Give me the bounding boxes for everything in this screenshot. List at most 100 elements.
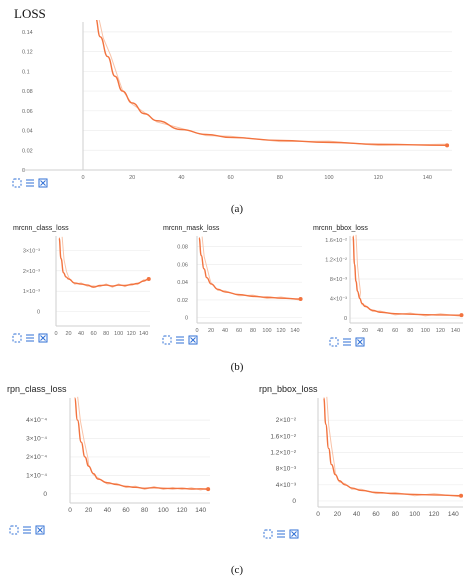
expand-icon[interactable] <box>263 529 273 539</box>
x-tick-label: 40 <box>104 507 112 514</box>
x-tick-label: 120 <box>127 331 136 337</box>
list-icon[interactable] <box>343 338 351 346</box>
x-tick-label: 20 <box>65 331 71 337</box>
y-tick-label: 0.08 <box>22 89 33 95</box>
chart-mrcnn-bbox-loss: mrcnn_bbox_loss 0 4×10⁻³ 8×10⁻³ 1.2×10⁻² 1.6×… <box>313 225 464 334</box>
y-tick-label: 0 <box>37 310 40 316</box>
x-tick-label: 0 <box>68 507 72 514</box>
chart-rpn-bbox-loss: rpn_bbox_loss 0 4×10⁻³ 8×10⁻³ 1.2×10⁻² 1.6×10… <box>259 384 464 518</box>
y-tick-label: 0.06 <box>22 109 33 115</box>
fit-icon[interactable] <box>38 178 48 188</box>
panel-label-b: (b) <box>231 361 244 373</box>
expand-icon[interactable] <box>12 333 22 343</box>
y-tick-label: 8×10⁻³ <box>330 277 347 283</box>
y-tick-label: 1×10⁻³ <box>23 289 40 295</box>
y-tick-label: 0 <box>292 498 296 505</box>
expand-icon[interactable] <box>329 337 339 347</box>
list-icon[interactable] <box>23 526 31 534</box>
expand-icon[interactable] <box>12 178 22 188</box>
x-tick-label: 60 <box>372 511 380 518</box>
series-raw-line <box>77 396 209 491</box>
series-end-point[interactable] <box>298 297 303 302</box>
series-line <box>95 20 448 147</box>
x-tick-label: 140 <box>290 328 299 334</box>
chart-mrcnn-class-loss: mrcnn_class_loss 0 1×10⁻³ 2×10⁻³ 3×10⁻³ 0 20 40… <box>13 225 151 337</box>
y-tick-label: 4×10⁻³ <box>330 297 347 303</box>
fit-icon[interactable] <box>289 529 299 539</box>
rpn-bbox-loss-toolbar <box>263 529 299 539</box>
x-tick-label: 120 <box>429 511 440 518</box>
x-tick-label: 0 <box>195 328 198 334</box>
chart-title: LOSS <box>14 6 46 21</box>
list-icon[interactable] <box>26 334 34 342</box>
x-tick-label: 80 <box>141 507 149 514</box>
x-tick-label: 100 <box>421 328 430 334</box>
series-end-point[interactable] <box>459 313 464 318</box>
fit-icon[interactable] <box>188 335 198 345</box>
list-icon[interactable] <box>26 179 34 187</box>
y-tick-label: 0.04 <box>22 129 33 135</box>
mrcnn-mask-loss-toolbar <box>162 335 198 345</box>
expand-icon[interactable] <box>9 525 19 535</box>
y-tick-label: 0.1 <box>22 69 30 75</box>
x-tick-label: 140 <box>448 511 459 518</box>
y-tick-label: 1.2×10⁻² <box>325 257 347 263</box>
x-tick-label: 0 <box>81 175 84 181</box>
series-raw-line <box>98 20 448 147</box>
x-tick-label: 60 <box>122 507 130 514</box>
x-tick-label: 40 <box>377 328 383 334</box>
x-tick-label: 20 <box>362 328 368 334</box>
y-tick-label: 0.08 <box>177 245 188 251</box>
y-tick-label: 2×10⁻² <box>276 417 297 424</box>
x-tick-label: 140 <box>139 331 148 337</box>
x-tick-label: 140 <box>195 507 206 514</box>
series-end-point[interactable] <box>459 493 464 498</box>
x-tick-label: 120 <box>177 507 188 514</box>
x-tick-label: 100 <box>409 511 420 518</box>
x-tick-label: 100 <box>158 507 169 514</box>
y-tick-label: 8×10⁻³ <box>276 466 297 473</box>
fit-icon[interactable] <box>35 525 45 535</box>
chart-title: mrcnn_class_loss <box>13 225 69 232</box>
y-tick-label: 0 <box>43 491 47 498</box>
x-tick-label: 100 <box>114 331 123 337</box>
series-end-point[interactable] <box>445 143 450 148</box>
x-tick-label: 80 <box>103 331 109 337</box>
series-end-point[interactable] <box>146 276 151 281</box>
x-tick-label: 20 <box>208 328 214 334</box>
series-line <box>198 237 301 300</box>
y-tick-label: 0.02 <box>177 298 188 304</box>
series-line <box>58 237 149 288</box>
y-tick-label: 0.02 <box>22 148 33 154</box>
x-tick-label: 20 <box>334 511 342 518</box>
x-tick-label: 120 <box>276 328 285 334</box>
x-tick-label: 80 <box>392 511 400 518</box>
x-tick-label: 60 <box>228 175 234 181</box>
list-icon[interactable] <box>277 530 285 538</box>
panel-label-a: (a) <box>231 203 244 215</box>
x-tick-label: 60 <box>392 328 398 334</box>
expand-icon[interactable] <box>162 335 172 345</box>
mrcnn-class-loss-toolbar <box>12 333 48 343</box>
x-tick-label: 0 <box>316 511 320 518</box>
series-end-point[interactable] <box>206 487 211 492</box>
y-tick-label: 1.6×10⁻² <box>325 238 347 244</box>
x-tick-label: 140 <box>451 328 460 334</box>
y-tick-label: 4×10⁻⁴ <box>26 417 47 424</box>
y-tick-label: 3×10⁻⁴ <box>26 436 47 443</box>
x-tick-label: 140 <box>423 175 432 181</box>
x-tick-label: 0 <box>54 331 57 337</box>
x-tick-label: 60 <box>236 328 242 334</box>
x-tick-label: 40 <box>353 511 361 518</box>
y-tick-label: 0 <box>185 316 188 322</box>
y-tick-label: 0.14 <box>22 30 33 36</box>
list-icon[interactable] <box>176 336 184 344</box>
chart-title: mrcnn_mask_loss <box>163 225 220 232</box>
panel-label-c: (c) <box>231 564 244 576</box>
loss-toolbar <box>12 178 48 188</box>
y-tick-label: 1×10⁻⁴ <box>26 472 47 479</box>
fit-icon[interactable] <box>38 333 48 343</box>
x-tick-label: 100 <box>262 328 271 334</box>
fit-icon[interactable] <box>355 337 365 347</box>
